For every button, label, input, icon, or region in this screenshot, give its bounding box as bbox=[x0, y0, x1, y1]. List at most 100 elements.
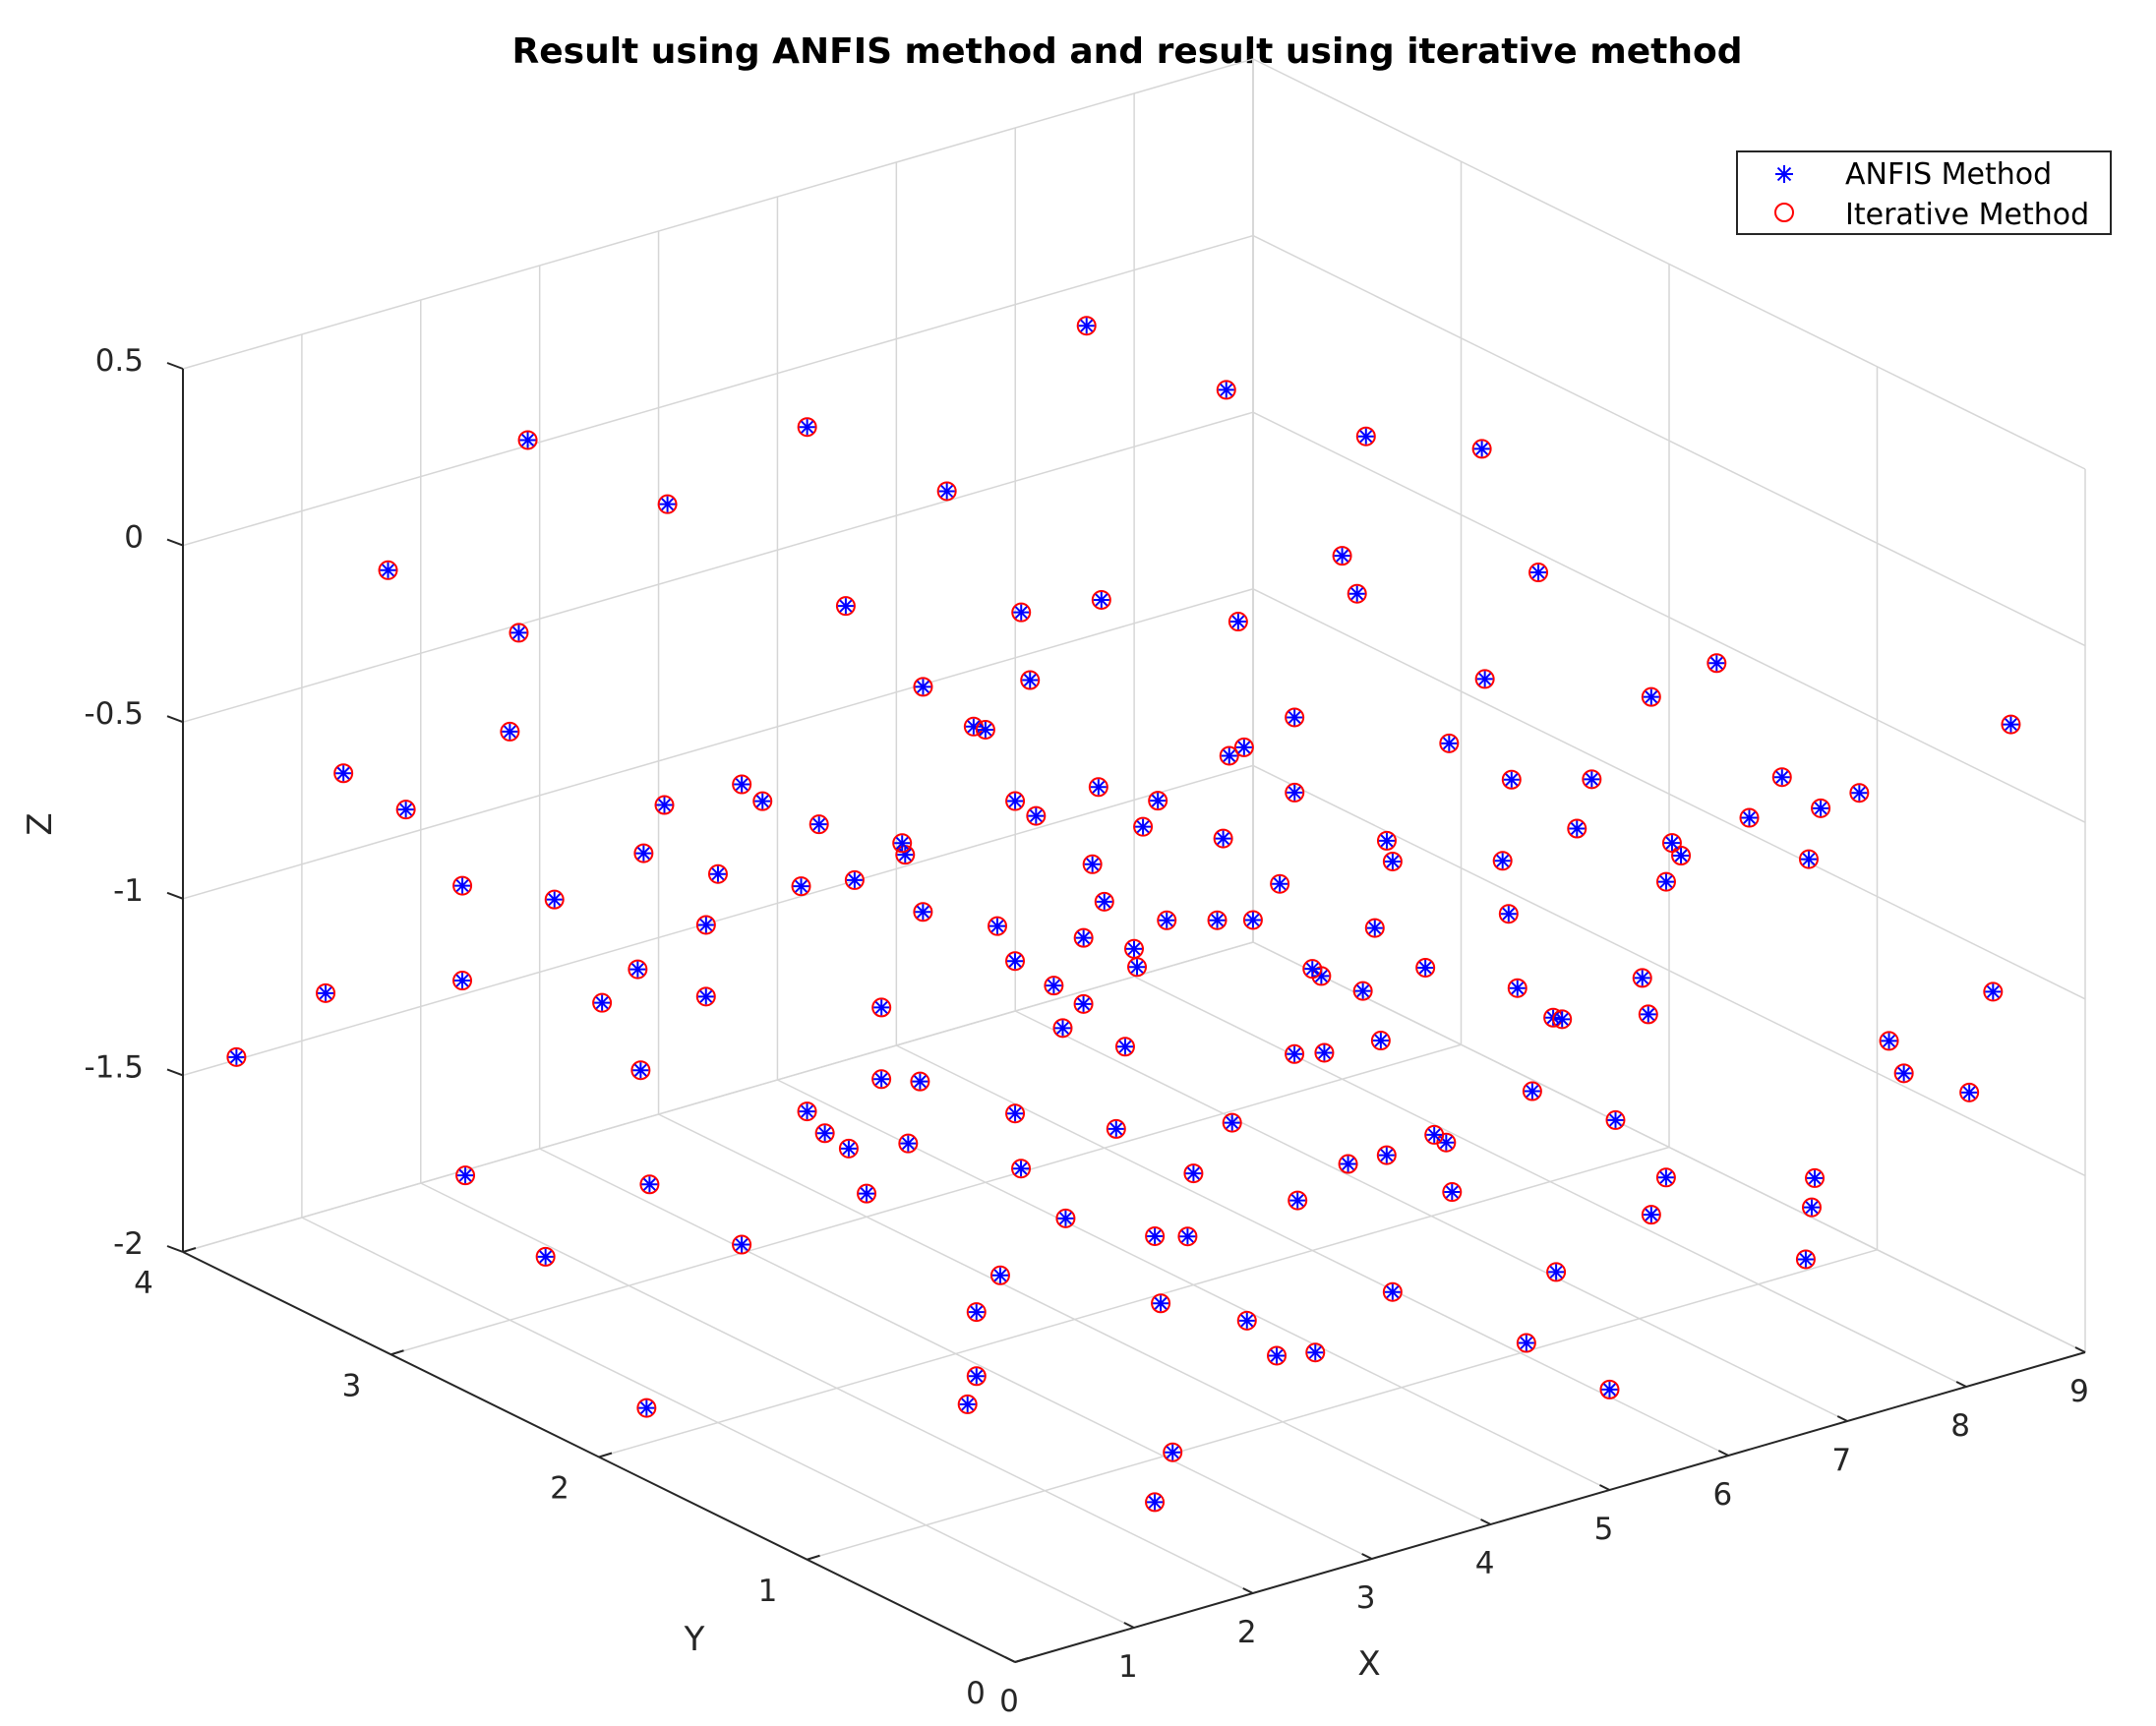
iterative-marker bbox=[500, 721, 520, 742]
anfis-marker bbox=[1607, 1111, 1624, 1128]
iterative-marker bbox=[1641, 686, 1661, 707]
iterative-marker bbox=[1305, 1342, 1326, 1363]
anfis-marker bbox=[1007, 793, 1024, 809]
data-point bbox=[1641, 686, 1661, 707]
anfis-marker bbox=[1438, 1134, 1455, 1151]
anfis-marker bbox=[1224, 1114, 1240, 1131]
anfis-marker bbox=[1813, 800, 1829, 816]
iterative-marker bbox=[1439, 733, 1460, 753]
data-point bbox=[695, 915, 716, 935]
data-point bbox=[1332, 546, 1352, 566]
anfis-marker bbox=[1229, 614, 1246, 630]
data-point bbox=[1849, 783, 1870, 803]
iterative-marker bbox=[1094, 891, 1114, 912]
legend-box bbox=[1736, 150, 2112, 235]
anfis-marker bbox=[1601, 1381, 1618, 1398]
data-point bbox=[1355, 426, 1376, 446]
anfis-marker bbox=[1013, 604, 1030, 621]
data-point bbox=[378, 560, 398, 580]
anfis-marker bbox=[1075, 929, 1092, 946]
iterative-marker bbox=[455, 1165, 476, 1186]
anfis-marker bbox=[1135, 818, 1152, 835]
y-tick-mark bbox=[598, 1452, 613, 1458]
tick-labels: 0 1 2 3 4 5 6 7 8 9 0 1 2 3 4 -2 -1.5 -1 -0.5 0 0.5 bbox=[85, 343, 2089, 1719]
x-tick-label: 2 bbox=[1237, 1615, 1257, 1650]
anfis-marker bbox=[816, 1125, 833, 1142]
iterative-marker bbox=[966, 1302, 987, 1323]
anfis-marker bbox=[635, 845, 652, 862]
anfis-marker bbox=[894, 835, 911, 852]
iterative-marker bbox=[1088, 777, 1108, 798]
iterative-marker bbox=[630, 1060, 651, 1081]
data-point bbox=[857, 1183, 877, 1204]
anfis-marker bbox=[1441, 735, 1458, 751]
x-tick-mark bbox=[1242, 1587, 1254, 1594]
y-tick-mark bbox=[807, 1554, 820, 1561]
iterative-marker bbox=[957, 1394, 978, 1414]
data-point bbox=[957, 1394, 978, 1414]
x-tick-label: 9 bbox=[2069, 1374, 2089, 1409]
iterative-marker bbox=[1332, 546, 1352, 566]
data-point bbox=[1516, 1333, 1536, 1353]
anfis-marker bbox=[1129, 959, 1146, 976]
z-tick-mark bbox=[166, 1068, 184, 1077]
data-point bbox=[636, 1398, 657, 1418]
anfis-marker bbox=[397, 802, 414, 818]
iterative-marker bbox=[871, 1069, 892, 1090]
data-point bbox=[1073, 993, 1094, 1014]
data-point bbox=[452, 971, 473, 991]
anfis-marker bbox=[1348, 585, 1365, 602]
anfis-marker bbox=[1584, 771, 1600, 788]
data-point bbox=[1055, 1208, 1076, 1228]
iterative-marker bbox=[936, 481, 957, 502]
anfis-marker bbox=[1238, 1312, 1255, 1329]
data-point bbox=[1127, 957, 1148, 978]
gridline-backwall-z bbox=[182, 58, 1254, 370]
data-point bbox=[1739, 807, 1760, 828]
iterative-marker bbox=[1811, 798, 1831, 818]
anfis-marker bbox=[873, 999, 890, 1016]
data-point bbox=[395, 800, 416, 820]
anfis-marker bbox=[546, 891, 563, 908]
data-point bbox=[1124, 938, 1144, 959]
anfis-marker bbox=[897, 847, 914, 863]
x-tick-mark bbox=[1123, 1622, 1135, 1629]
anfis-marker bbox=[1147, 1494, 1164, 1511]
iterative-marker bbox=[1347, 583, 1367, 604]
anfis-marker bbox=[1218, 382, 1234, 398]
data-point bbox=[797, 417, 817, 438]
gridline-sidewall-z bbox=[1252, 941, 2086, 1353]
iterative-marker bbox=[1055, 1208, 1076, 1228]
iterative-marker bbox=[1352, 981, 1373, 1001]
iterative-marker bbox=[1605, 1109, 1626, 1130]
iterative-marker bbox=[892, 833, 913, 854]
anfis-marker bbox=[1093, 591, 1109, 608]
z-tick-label: 0.5 bbox=[95, 343, 144, 379]
data-point bbox=[1088, 777, 1108, 798]
anfis-marker bbox=[837, 598, 854, 615]
anfis-marker bbox=[1500, 906, 1517, 923]
iterative-marker bbox=[2001, 714, 2021, 735]
data-point bbox=[1216, 380, 1236, 400]
anfis-marker bbox=[1643, 688, 1659, 705]
anfis-marker bbox=[1153, 1295, 1169, 1312]
anfis-marker bbox=[968, 1304, 985, 1321]
x-tick-label: 8 bbox=[1950, 1408, 1970, 1444]
anfis-marker bbox=[846, 871, 863, 888]
anfis-marker bbox=[519, 432, 536, 448]
anfis-marker bbox=[1209, 912, 1226, 928]
x-tick-mark bbox=[1004, 1656, 1016, 1663]
iterative-marker bbox=[1376, 830, 1397, 851]
iterative-marker bbox=[1567, 818, 1587, 839]
iterative-marker bbox=[1959, 1082, 1980, 1102]
anfis-marker bbox=[502, 723, 518, 740]
anfis-marker bbox=[1354, 982, 1371, 999]
anfis-marker bbox=[912, 1073, 928, 1090]
iterative-marker bbox=[975, 719, 995, 740]
data-point bbox=[544, 889, 565, 910]
iterative-marker bbox=[808, 814, 829, 835]
data-point bbox=[1582, 769, 1602, 790]
z-tick-label: -1.5 bbox=[85, 1049, 145, 1085]
iterative-marker bbox=[1739, 807, 1760, 828]
anfis-marker bbox=[959, 1396, 976, 1412]
